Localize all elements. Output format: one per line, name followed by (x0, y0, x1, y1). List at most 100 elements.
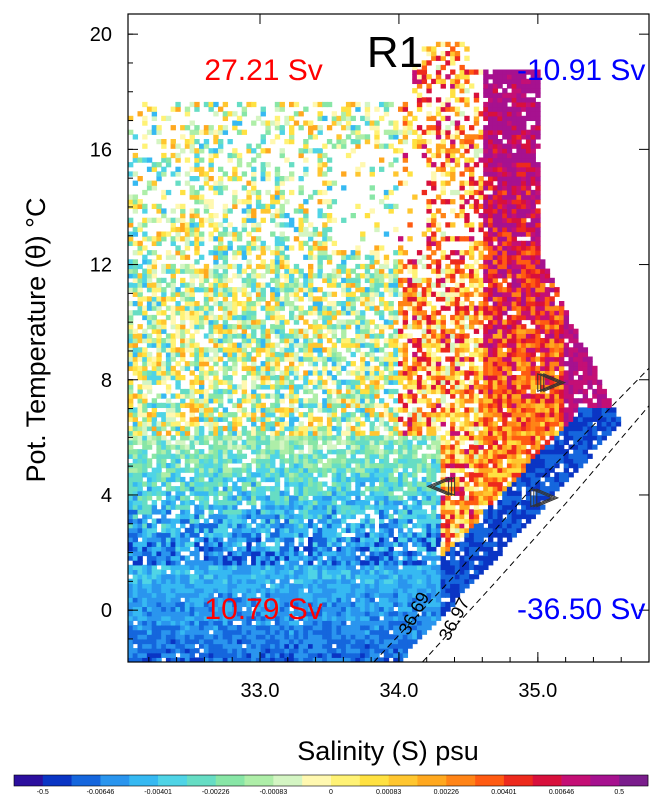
heat-cell (213, 236, 219, 242)
heat-cell (350, 527, 356, 534)
heat-cell (222, 412, 229, 418)
heat-cell (402, 333, 409, 339)
heat-cell (222, 101, 229, 108)
heat-cell (393, 407, 399, 413)
heat-cell (270, 583, 276, 589)
heat-cell (175, 638, 181, 645)
heat-cell (208, 657, 214, 662)
heat-cell (146, 560, 153, 566)
heat-cell (165, 263, 172, 270)
heat-cell (213, 287, 219, 293)
heat-cell (208, 125, 214, 131)
heat-cell (331, 324, 338, 330)
heat-cell (232, 578, 238, 584)
heat-cell (374, 425, 380, 432)
heat-cell (383, 495, 390, 501)
heat-cell (284, 629, 290, 635)
heat-cell (170, 319, 176, 325)
heat-cell (142, 587, 148, 594)
heat-cell (274, 513, 281, 520)
heat-cell (246, 277, 252, 284)
heat-cell (312, 606, 319, 612)
heat-cell (241, 537, 248, 543)
heat-cell (369, 444, 375, 450)
heat-cell (360, 407, 366, 413)
heat-cell (142, 421, 148, 427)
heat-cell (298, 439, 304, 446)
heat-cell (189, 550, 195, 557)
heat-cell (170, 657, 176, 662)
heat-cell (284, 379, 290, 385)
heat-cell (246, 583, 252, 589)
heat-cell (142, 393, 148, 399)
heat-cell (132, 328, 139, 334)
heat-cell (151, 287, 158, 293)
heat-cell (199, 231, 205, 237)
heat-cell (374, 250, 380, 256)
heat-cell (293, 277, 300, 284)
heat-cell (180, 518, 186, 524)
heat-cell (241, 375, 248, 381)
heat-cell (251, 347, 257, 353)
heat-cell (374, 569, 380, 575)
heat-cell (374, 310, 380, 316)
heat-cell (383, 490, 390, 496)
heat-cell (132, 583, 139, 589)
heat-cell (345, 611, 352, 617)
heat-cell (175, 407, 181, 413)
heat-cell (383, 439, 390, 446)
heat-cell (156, 550, 162, 557)
heat-cell (236, 101, 243, 108)
heat-cell (175, 453, 181, 459)
heat-cell (265, 523, 271, 529)
heat-cell (265, 578, 271, 584)
heat-cell (227, 587, 233, 594)
heat-cell (274, 273, 281, 279)
heat-cell (379, 481, 385, 487)
heat-cell (146, 421, 153, 427)
heat-cell (203, 638, 210, 645)
heat-cell (331, 365, 338, 372)
heat-cell (398, 361, 404, 367)
heat-cell (284, 583, 290, 589)
heat-cell (146, 324, 153, 330)
heat-cell (345, 393, 352, 399)
heat-cell (298, 643, 304, 649)
heat-cell (218, 277, 224, 284)
heat-cell (194, 546, 200, 552)
heat-cell (218, 625, 224, 631)
heat-cell (156, 574, 162, 580)
heat-cell (341, 472, 347, 478)
heat-cell (175, 458, 181, 464)
heat-cell (128, 453, 134, 459)
heat-cell (132, 495, 139, 501)
heat-cell (142, 449, 148, 455)
heat-cell (213, 476, 219, 483)
heat-cell (331, 467, 338, 473)
heat-cell (326, 226, 333, 233)
heat-cell (270, 287, 276, 293)
heat-cell (322, 250, 328, 256)
heat-cell (341, 250, 347, 256)
heat-cell (289, 648, 295, 654)
heat-cell (303, 240, 309, 247)
heat-cell (203, 606, 210, 612)
heat-cell (213, 273, 219, 279)
heat-cell (374, 467, 380, 473)
heat-cell (345, 134, 352, 140)
heat-cell (374, 125, 380, 131)
heat-cell (308, 625, 314, 631)
heat-cell (180, 148, 186, 154)
heat-cell (194, 194, 200, 200)
heat-cell (379, 527, 385, 534)
heat-cell (227, 574, 233, 580)
heat-cell (393, 449, 399, 455)
heat-cell (383, 282, 390, 288)
heat-cell (241, 601, 248, 608)
heat-cell (398, 541, 404, 547)
heat-cell (298, 615, 304, 621)
heat-cell (146, 513, 153, 520)
heat-cell (364, 101, 371, 108)
heat-cell (270, 592, 276, 598)
heat-cell (312, 430, 319, 436)
